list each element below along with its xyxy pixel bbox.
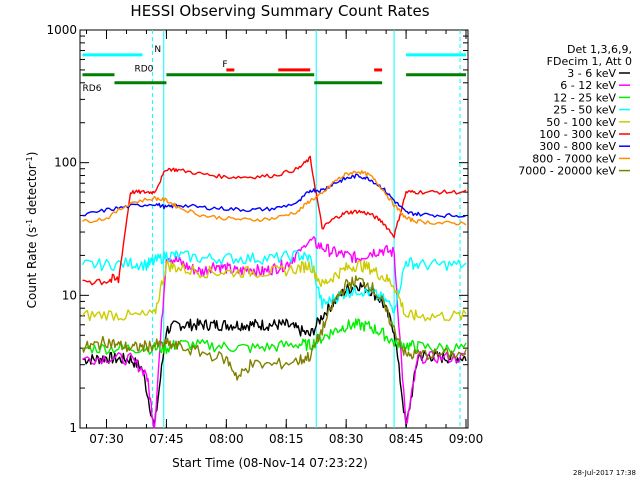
series-line	[81, 250, 467, 314]
chart-title: HESSI Observing Summary Count Rates	[130, 2, 429, 20]
plot-area: 1 10 100 1000 07:30 07:45 08:00 08:15 08:30 08:4…	[46, 23, 483, 446]
state-bar-label: F	[222, 60, 227, 70]
legend-label: 50 - 100 keV	[546, 116, 616, 129]
y-tick-label: 1	[69, 421, 77, 435]
y-axis: 1 10 100 1000	[46, 23, 468, 435]
legend: Det 1,3,6,9, FDecim 1, Att 0 3 - 6 keV6 …	[518, 43, 632, 178]
series-line	[82, 170, 467, 226]
x-tick-label: 08:45	[389, 432, 424, 446]
series-lines	[81, 155, 467, 429]
state-bar-label: N	[154, 45, 161, 55]
y-tick-label: 100	[54, 156, 77, 170]
x-axis-label: Start Time (08-Nov-14 07:23:22)	[172, 456, 368, 470]
series-line	[81, 275, 467, 381]
state-change-lines	[151, 30, 461, 428]
x-tick-label: 09:00	[449, 432, 484, 446]
series-line	[82, 155, 467, 286]
legend-label: 300 - 800 keV	[539, 140, 616, 153]
generation-timestamp: 28-Jul-2017 17:38	[573, 469, 636, 477]
x-tick-label: 08:00	[209, 432, 244, 446]
legend-header-line1: Det 1,3,6,9,	[567, 43, 632, 56]
legend-label: 25 - 50 keV	[553, 104, 616, 117]
series-line	[82, 236, 467, 429]
legend-label: 6 - 12 keV	[560, 79, 616, 92]
legend-label: 3 - 6 keV	[567, 67, 616, 80]
x-tick-label: 08:30	[329, 432, 364, 446]
series-line	[81, 260, 467, 322]
legend-label: 800 - 7000 keV	[532, 152, 616, 165]
x-tick-label: 07:30	[89, 432, 124, 446]
plot-frame	[79, 29, 469, 429]
legend-header-line2: FDecim 1, Att 0	[547, 55, 632, 68]
series-line	[82, 281, 467, 428]
y-tick-label: 1000	[46, 23, 77, 37]
series-line	[82, 173, 467, 219]
legend-label: 12 - 25 keV	[553, 91, 616, 104]
x-tick-label: 07:45	[149, 432, 184, 446]
x-axis: 07:30 07:45 08:00 08:15 08:30 08:45 09:00	[86, 30, 484, 446]
y-tick-label: 10	[62, 288, 77, 302]
legend-label: 7000 - 20000 keV	[518, 165, 616, 178]
y-axis-label: Count Rate (s-1 detector-1)	[25, 152, 40, 309]
state-bar-label: RD6	[83, 84, 102, 94]
x-tick-label: 08:15	[269, 432, 304, 446]
legend-label: 100 - 300 keV	[539, 128, 616, 141]
state-bar-label: RD0	[134, 65, 153, 75]
attenuator-state-bars: N F RD0 RD6	[82, 45, 467, 94]
series-line	[82, 318, 467, 355]
